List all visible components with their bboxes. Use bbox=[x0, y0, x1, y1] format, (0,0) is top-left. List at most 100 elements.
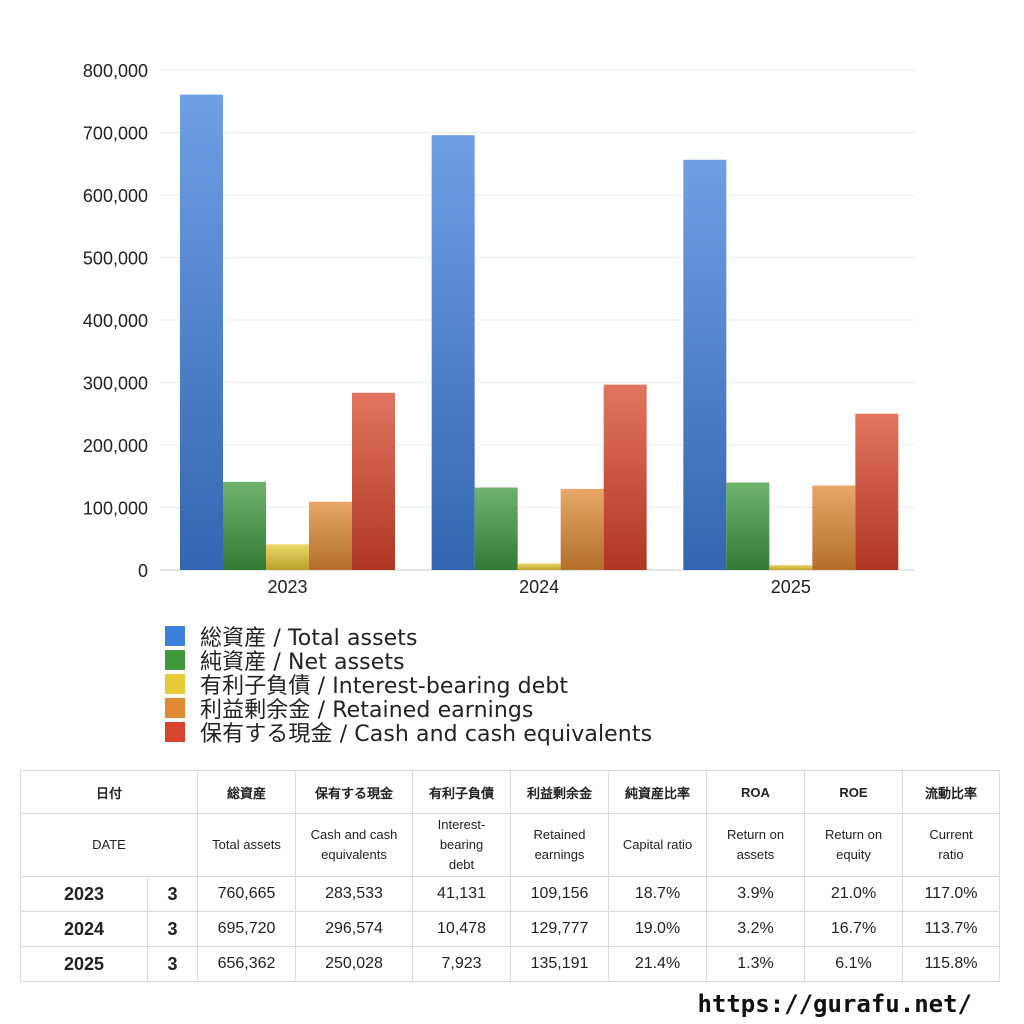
x-tick-label: 2023 bbox=[267, 577, 307, 597]
bar bbox=[726, 482, 770, 570]
bar bbox=[266, 544, 309, 570]
y-tick-label: 400,000 bbox=[83, 311, 148, 331]
legend-swatch bbox=[165, 722, 185, 742]
table-header-en: DATE Total assets Cash and cash equivalen… bbox=[20, 813, 1000, 877]
legend-swatch bbox=[165, 626, 185, 646]
bar bbox=[180, 94, 223, 570]
y-tick-label: 300,000 bbox=[83, 374, 148, 394]
legend-label: 保有する現金 / Cash and cash equivalents bbox=[200, 722, 653, 747]
bar bbox=[352, 392, 395, 570]
cell-year: 2025 bbox=[20, 946, 148, 982]
legend-item-total-assets: 総資産 / Total assets bbox=[165, 624, 652, 651]
financial-table: 日付 総資産 保有する現金 有利子負債 利益剰余金 純資産比率 ROA ROE … bbox=[20, 770, 1000, 982]
bar bbox=[309, 501, 352, 570]
cell-current-ratio: 117.0% bbox=[902, 876, 1000, 912]
legend-label: 純資産 / Net assets bbox=[200, 650, 405, 675]
cell-cash: 296,574 bbox=[295, 911, 413, 947]
cell-roa: 3.2% bbox=[706, 911, 805, 947]
cell-capital-ratio: 19.0% bbox=[608, 911, 707, 947]
bar bbox=[683, 159, 727, 570]
header-roe-jp: ROE bbox=[804, 770, 903, 814]
legend-item-retained-earnings: 利益剰余金 / Retained earnings bbox=[165, 696, 652, 723]
y-tick-label: 0 bbox=[138, 561, 148, 581]
header-roe-en: Return on equity bbox=[804, 813, 903, 877]
cell-roa: 3.9% bbox=[706, 876, 805, 912]
cell-capital-ratio: 21.4% bbox=[608, 946, 707, 982]
cell-current-ratio: 115.8% bbox=[902, 946, 1000, 982]
header-debt-en: Interest-bearing debt bbox=[412, 813, 511, 877]
chart-legend: 総資産 / Total assets 純資産 / Net assets 有利子負… bbox=[165, 624, 652, 747]
table-row: 2024 3 695,720 296,574 10,478 129,777 19… bbox=[20, 911, 1000, 947]
cell-retained: 109,156 bbox=[510, 876, 609, 912]
header-total-assets-en: Total assets bbox=[197, 813, 296, 877]
header-cash-jp: 保有する現金 bbox=[295, 770, 413, 814]
bar bbox=[812, 485, 856, 570]
bar bbox=[223, 481, 266, 570]
cell-debt: 41,131 bbox=[412, 876, 511, 912]
cell-year: 2024 bbox=[20, 911, 148, 947]
header-cash-en: Cash and cash equivalents bbox=[295, 813, 413, 877]
table-row: 2023 3 760,665 283,533 41,131 109,156 18… bbox=[20, 876, 1000, 912]
bars bbox=[180, 94, 899, 571]
cell-debt: 10,478 bbox=[412, 911, 511, 947]
cell-retained: 135,191 bbox=[510, 946, 609, 982]
legend-swatch bbox=[165, 650, 185, 670]
legend-swatch bbox=[165, 698, 185, 718]
site-url[interactable]: https://gurafu.net/ bbox=[697, 990, 972, 1018]
cell-cash: 283,533 bbox=[295, 876, 413, 912]
y-tick-label: 600,000 bbox=[83, 186, 148, 206]
header-roa-jp: ROA bbox=[706, 770, 805, 814]
cell-total-assets: 695,720 bbox=[197, 911, 296, 947]
cell-month: 3 bbox=[147, 911, 198, 947]
x-axis-ticks: 2023 2024 2025 bbox=[267, 577, 810, 597]
table-row: 2025 3 656,362 250,028 7,923 135,191 21.… bbox=[20, 946, 1000, 982]
cell-roa: 1.3% bbox=[706, 946, 805, 982]
cell-year: 2023 bbox=[20, 876, 148, 912]
cell-month: 3 bbox=[147, 876, 198, 912]
table-header-jp: 日付 総資産 保有する現金 有利子負債 利益剰余金 純資産比率 ROA ROE … bbox=[20, 770, 1000, 814]
cell-roe: 21.0% bbox=[804, 876, 903, 912]
y-tick-label: 700,000 bbox=[83, 124, 148, 144]
header-total-assets-jp: 総資産 bbox=[197, 770, 296, 814]
cell-cash: 250,028 bbox=[295, 946, 413, 982]
cell-debt: 7,923 bbox=[412, 946, 511, 982]
x-tick-label: 2025 bbox=[771, 577, 811, 597]
header-debt-jp: 有利子負債 bbox=[412, 770, 511, 814]
bar bbox=[855, 413, 899, 570]
cell-total-assets: 656,362 bbox=[197, 946, 296, 982]
legend-swatch bbox=[165, 674, 185, 694]
y-tick-label: 800,000 bbox=[83, 61, 148, 81]
header-date-en: DATE bbox=[20, 813, 198, 877]
legend-item-cash: 保有する現金 / Cash and cash equivalents bbox=[165, 720, 652, 747]
header-capital-ratio-jp: 純資産比率 bbox=[608, 770, 707, 814]
y-axis-ticks: 0 100,000 200,000 300,000 400,000 500,000 600,… bbox=[83, 61, 148, 581]
legend-label: 有利子負債 / Interest-bearing debt bbox=[200, 674, 569, 699]
y-tick-label: 200,000 bbox=[83, 436, 148, 456]
y-tick-label: 500,000 bbox=[83, 249, 148, 269]
bar bbox=[560, 488, 604, 570]
legend-label: 利益剰余金 / Retained earnings bbox=[200, 698, 534, 723]
legend-label: 総資産 / Total assets bbox=[200, 626, 418, 651]
legend-item-net-assets: 純資産 / Net assets bbox=[165, 648, 652, 675]
cell-total-assets: 760,665 bbox=[197, 876, 296, 912]
header-current-ratio-en: Current ratio bbox=[902, 813, 1000, 877]
bar-chart: 0 100,000 200,000 300,000 400,000 500,000 600,… bbox=[83, 61, 915, 597]
bar bbox=[603, 384, 647, 570]
cell-roe: 6.1% bbox=[804, 946, 903, 982]
header-date-jp: 日付 bbox=[20, 770, 198, 814]
bar bbox=[474, 487, 518, 570]
cell-retained: 129,777 bbox=[510, 911, 609, 947]
bar bbox=[517, 563, 561, 570]
gridlines bbox=[160, 69, 915, 571]
y-tick-label: 100,000 bbox=[83, 499, 148, 519]
legend-item-interest-bearing-debt: 有利子負債 / Interest-bearing debt bbox=[165, 672, 652, 699]
header-capital-ratio-en: Capital ratio bbox=[608, 813, 707, 877]
cell-month: 3 bbox=[147, 946, 198, 982]
bar bbox=[431, 135, 475, 571]
bar bbox=[769, 565, 813, 570]
header-roa-en: Return on assets bbox=[706, 813, 805, 877]
header-retained-jp: 利益剰余金 bbox=[510, 770, 609, 814]
x-tick-label: 2024 bbox=[519, 577, 559, 597]
cell-capital-ratio: 18.7% bbox=[608, 876, 707, 912]
cell-current-ratio: 113.7% bbox=[902, 911, 1000, 947]
